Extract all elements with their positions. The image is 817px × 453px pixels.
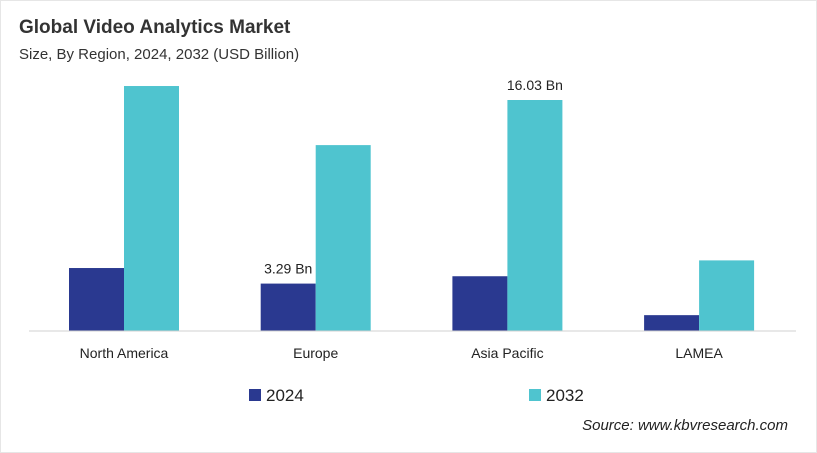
bar-2032-europe xyxy=(315,145,371,331)
x-tick-label: LAMEA xyxy=(675,345,723,361)
chart-title: Global Video Analytics Market xyxy=(19,17,291,38)
bar-2032-lamea xyxy=(699,260,755,331)
x-tick-label: North America xyxy=(80,345,169,361)
bar-2024-asia-pacific xyxy=(452,276,508,331)
x-tick-label: Asia Pacific xyxy=(471,345,543,361)
legend-swatch-2032 xyxy=(529,389,541,401)
x-tick-label: Europe xyxy=(293,345,338,361)
bar-2024-lamea xyxy=(644,315,700,331)
bar-2024-north-america xyxy=(69,268,124,331)
data-label: 16.03 Bn xyxy=(507,77,563,93)
bar-2032-north-america xyxy=(124,86,179,331)
source-text: Source: www.kbvresearch.com xyxy=(582,417,788,434)
legend-label: 2032 xyxy=(546,386,584,405)
bar-2024-europe xyxy=(260,283,316,331)
legend-label: 2024 xyxy=(266,386,304,405)
bar-2032-asia-pacific xyxy=(507,100,563,331)
legend-swatch-2024 xyxy=(249,389,261,401)
data-label: 3.29 Bn xyxy=(264,261,312,277)
chart-subtitle: Size, By Region, 2024, 2032 (USD Billion… xyxy=(19,46,300,63)
